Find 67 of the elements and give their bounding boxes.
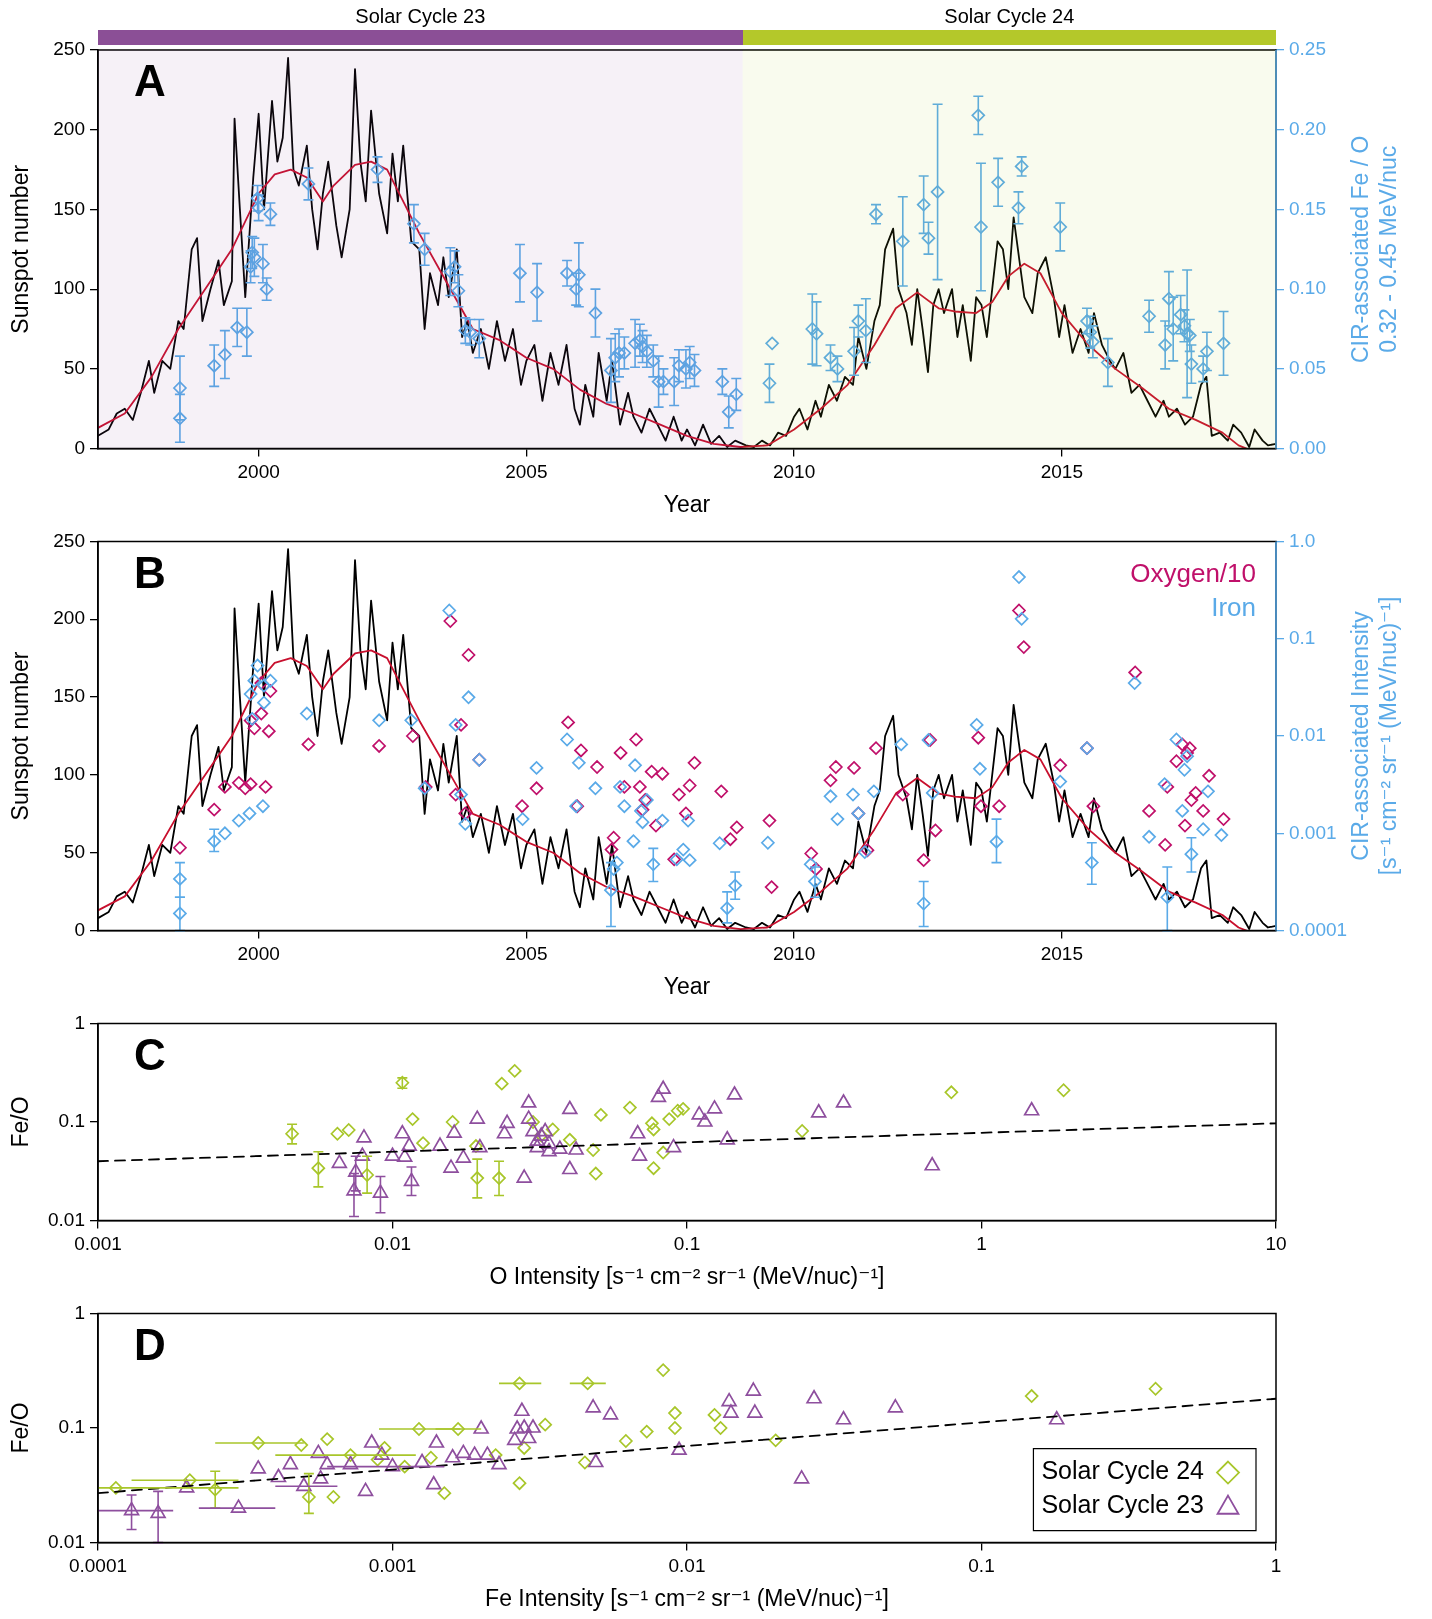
x-tick-label: 0.1 — [968, 1555, 995, 1577]
y-tick-label: 150 — [53, 197, 85, 219]
x-tick-label: 2000 — [237, 943, 280, 965]
x-axis-title: Year — [663, 972, 711, 999]
x-tick-label: 2015 — [1040, 461, 1083, 483]
x-tick-label: 2005 — [505, 943, 548, 965]
legend-label: Solar Cycle 23 — [1041, 1490, 1204, 1519]
band-label: Solar Cycle 23 — [355, 4, 486, 27]
y-axis-title: Sunspot number — [7, 651, 34, 821]
y-tick-label: 200 — [53, 607, 85, 629]
y-axis-title: Fe/O — [7, 1402, 34, 1454]
text: Iron — [1211, 591, 1256, 622]
y2-axis-title: CIR-associated Fe / O 0.32 - 0.45 MeV/nuc — [1347, 135, 1402, 364]
y-tick-label: 0 — [74, 918, 85, 940]
y-tick-label: 200 — [53, 117, 85, 139]
x-axis-title: Fe Intensity [s⁻¹ cm⁻² sr⁻¹ (MeV/nuc)⁻¹] — [485, 1584, 889, 1611]
annotation: A — [134, 56, 166, 106]
y2-tick-label: 0.001 — [1289, 821, 1337, 843]
y-tick-label: 0.1 — [58, 1416, 85, 1438]
x-tick-label: 1 — [1270, 1555, 1282, 1577]
y-tick-label: 50 — [63, 840, 85, 862]
annotation: B — [134, 547, 166, 597]
x-tick-label: 2015 — [1040, 943, 1083, 965]
y-tick-label: 1 — [74, 1011, 85, 1033]
y2-tick-label: 0.0001 — [1289, 918, 1348, 940]
band-label: Solar Cycle 24 — [944, 4, 1075, 27]
y2-tick-label: 0.20 — [1289, 117, 1326, 139]
annotation: D — [134, 1319, 166, 1369]
y2-tick-label: 0.15 — [1289, 197, 1326, 219]
legend-label: Solar Cycle 24 — [1041, 1456, 1205, 1485]
y-tick-label: 100 — [53, 277, 85, 299]
y2-axis-title: CIR-associated Intensity [s⁻¹ cm⁻² sr⁻¹ (MeV/nuc)⁻¹] — [1347, 596, 1402, 876]
y-tick-label: 250 — [53, 38, 85, 60]
x-tick-label: 0.0001 — [68, 1555, 128, 1577]
y2-tick-label: 1.0 — [1289, 529, 1316, 551]
y-tick-label: 0.01 — [48, 1208, 85, 1230]
x-tick-label: 2010 — [772, 461, 816, 483]
x-tick-label: 10 — [1265, 1233, 1287, 1255]
y2-tick-label: 0.01 — [1289, 724, 1326, 746]
y2-tick-label: 0.1 — [1289, 626, 1316, 648]
y-axis-title: Sunspot number — [7, 164, 34, 334]
y2-tick-label: 0.05 — [1289, 357, 1326, 379]
y-tick-label: 250 — [53, 529, 85, 551]
x-tick-label: 2000 — [237, 461, 280, 483]
y2-tick-label: 0.00 — [1289, 436, 1326, 458]
x-axis-title: Year — [663, 490, 711, 517]
x-tick-label: 0.01 — [374, 1233, 411, 1255]
y-tick-label: 50 — [63, 357, 85, 379]
x-tick-label: 2005 — [505, 461, 548, 483]
y-tick-label: 0.01 — [48, 1530, 85, 1552]
x-axis-title: O Intensity [s⁻¹ cm⁻² sr⁻¹ (MeV/nuc)⁻¹] — [489, 1262, 885, 1289]
annotation: C — [134, 1029, 166, 1079]
x-tick-label: 2010 — [772, 943, 816, 965]
y-tick-label: 0.1 — [58, 1110, 85, 1132]
x-tick-label: 0.1 — [673, 1233, 701, 1255]
y2-tick-label: 0.25 — [1289, 38, 1326, 60]
x-tick-label: 0.001 — [74, 1233, 122, 1255]
y-tick-label: 100 — [53, 763, 85, 785]
y2-tick-label: 0.10 — [1289, 277, 1326, 299]
x-tick-label: 0.01 — [668, 1555, 706, 1577]
text: Oxygen/10 — [1130, 557, 1256, 588]
x-tick-label: 1 — [976, 1233, 987, 1255]
y-tick-label: 0 — [74, 436, 85, 458]
y-axis-title: Fe/O — [7, 1096, 34, 1148]
x-tick-label: 0.001 — [368, 1555, 417, 1577]
y-tick-label: 150 — [53, 685, 85, 707]
y-tick-label: 1 — [74, 1301, 85, 1323]
